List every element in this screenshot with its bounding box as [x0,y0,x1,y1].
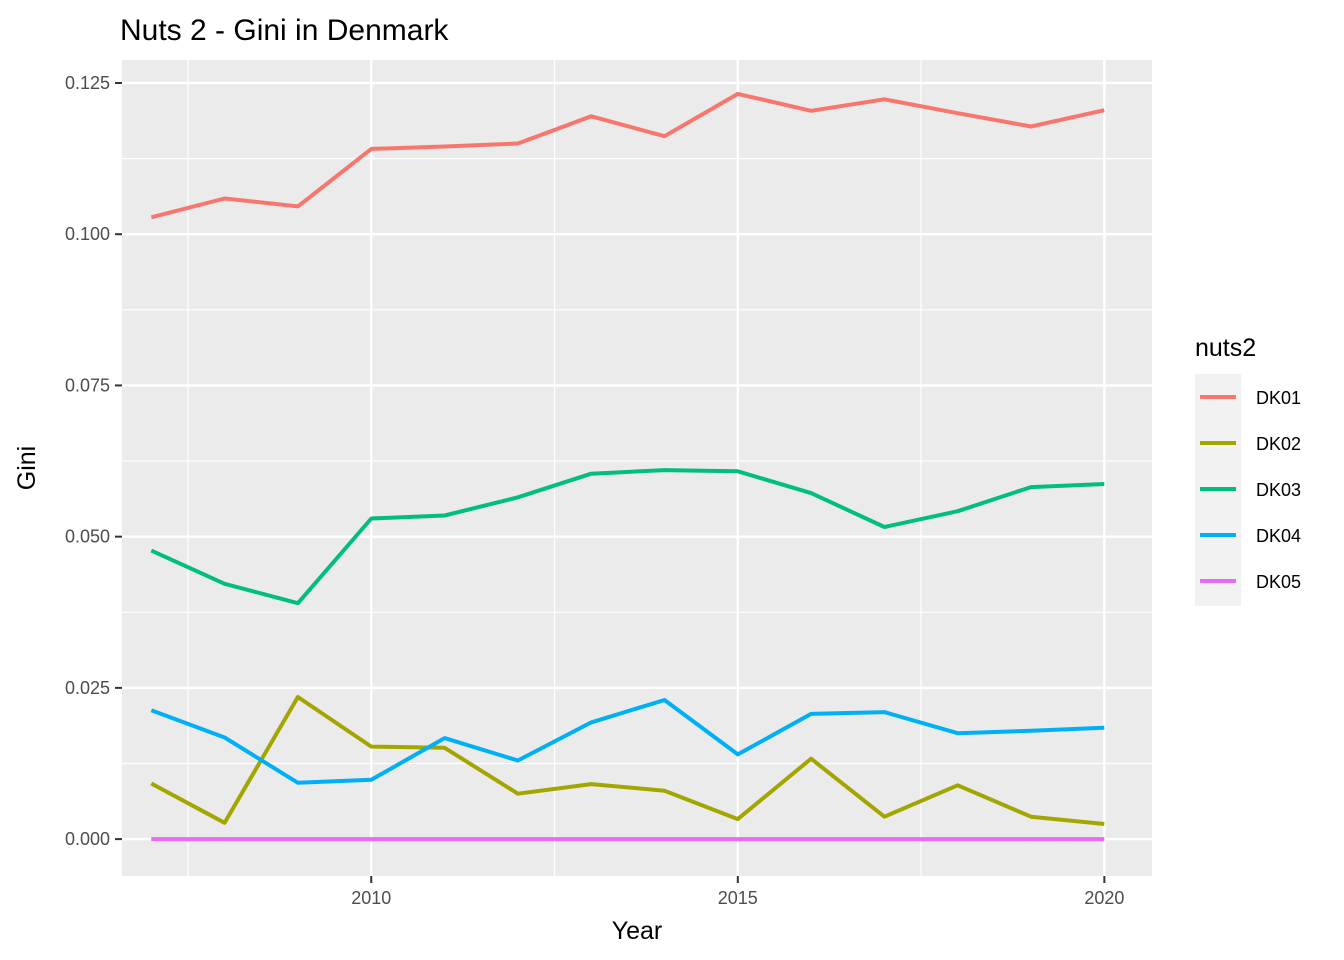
y-axis: 0.000 0.025 0.050 0.075 0.100 0.125 [65,73,122,849]
series-line-dk04 [150,698,1105,785]
series-line-dk03 [150,468,1105,606]
y-tick-label: 0.100 [65,224,110,244]
x-tick-label: 2010 [351,888,391,908]
legend-title: nuts2 [1195,334,1256,362]
legend-label-dk03: DK03 [1256,480,1301,500]
y-tick-label: 0.000 [65,829,110,849]
major-gridlines [122,60,1152,876]
y-tick-label: 0.025 [65,678,110,698]
y-axis-title: Gini [13,446,41,490]
x-axis: 2010 2015 2020 [351,876,1124,908]
series-line-dk02 [150,695,1105,826]
plot-panel [122,60,1152,876]
series-lines [150,91,1105,842]
legend-label-dk02: DK02 [1256,434,1301,454]
legend-label-dk04: DK04 [1256,526,1301,546]
legend-label-dk01: DK01 [1256,388,1301,408]
x-tick-label: 2015 [718,888,758,908]
minor-gridlines [122,60,1152,876]
chart-title: Nuts 2 - Gini in Denmark [120,14,449,47]
y-tick-label: 0.075 [65,375,110,395]
x-tick-label: 2020 [1084,888,1124,908]
series-line-dk01 [150,91,1105,220]
legend: nuts2 DK01 DK02 DK03 DK04 DK05 [1195,334,1301,606]
x-axis-title: Year [612,917,663,945]
y-tick-label: 0.050 [65,527,110,547]
y-tick-label: 0.125 [65,73,110,93]
legend-label-dk05: DK05 [1256,572,1301,592]
